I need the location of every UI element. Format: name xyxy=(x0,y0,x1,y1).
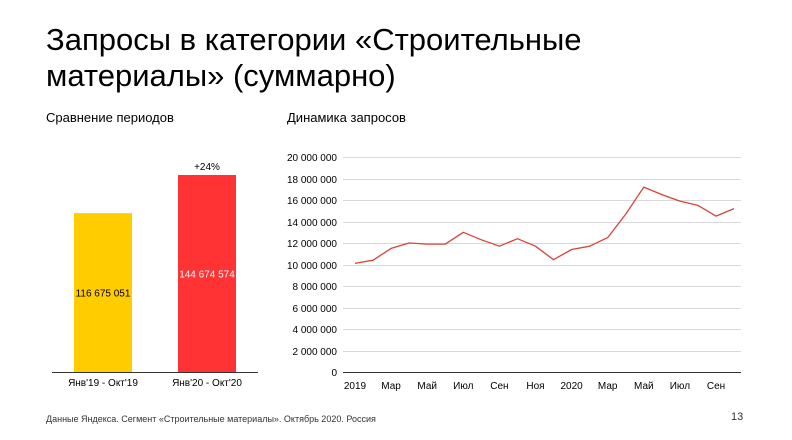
x-tick-label: Ноя xyxy=(526,381,544,392)
series-line xyxy=(354,186,735,265)
x-tick-label: Сен xyxy=(490,381,508,392)
y-tick-label: 0 xyxy=(331,368,337,379)
x-tick-label: Июл xyxy=(670,381,690,392)
y-tick-label: 8 000 000 xyxy=(293,282,338,293)
line-chart: 0 2 000 000 4 000 000 6 000 000 8 000 000 10 … xyxy=(287,153,741,392)
y-tick-label: 14 000 000 xyxy=(287,218,337,229)
bar-category-label-2: Янв'20 - Окт'20 xyxy=(172,378,242,389)
y-tick-label: 20 000 000 xyxy=(287,153,337,164)
page-title: Запросы в категории «Строительные матери… xyxy=(46,22,582,93)
x-tick-label: Июл xyxy=(453,381,473,392)
bar-value-label-1: 116 675 051 xyxy=(76,289,131,300)
x-tick-label: Мар xyxy=(381,381,401,392)
x-tick-label: Сен xyxy=(707,381,725,392)
bar-category-label-1: Янв'19 - Окт'19 xyxy=(68,378,138,389)
bar-chart-title: Сравнение периодов xyxy=(46,110,174,125)
bar-2 xyxy=(178,175,236,372)
bar-1 xyxy=(74,213,132,372)
bar-chart: 116 675 051 Янв'19 - Окт'19 144 674 574 Янв… xyxy=(52,162,258,389)
footnote: Данные Яндекса. Сегмент «Строительные ма… xyxy=(46,414,376,424)
x-tick-label: 2020 xyxy=(560,381,583,392)
page-number: 13 xyxy=(731,411,744,423)
line-chart-title: Динамика запросов xyxy=(287,110,406,125)
y-tick-label: 12 000 000 xyxy=(287,239,337,250)
y-tick-label: 4 000 000 xyxy=(293,325,338,336)
x-tick-label: 2019 xyxy=(344,381,367,392)
x-tick-label: Май xyxy=(634,381,654,392)
x-tick-label: Мар xyxy=(598,381,618,392)
bar-value-label-2: 144 674 574 xyxy=(179,270,235,281)
x-tick-label: Май xyxy=(417,381,437,392)
y-tick-label: 18 000 000 xyxy=(287,175,337,186)
growth-label: +24% xyxy=(194,162,220,173)
y-tick-label: 16 000 000 xyxy=(287,196,337,207)
y-tick-label: 10 000 000 xyxy=(287,261,337,272)
y-tick-label: 6 000 000 xyxy=(293,304,338,315)
y-tick-label: 2 000 000 xyxy=(293,347,338,358)
